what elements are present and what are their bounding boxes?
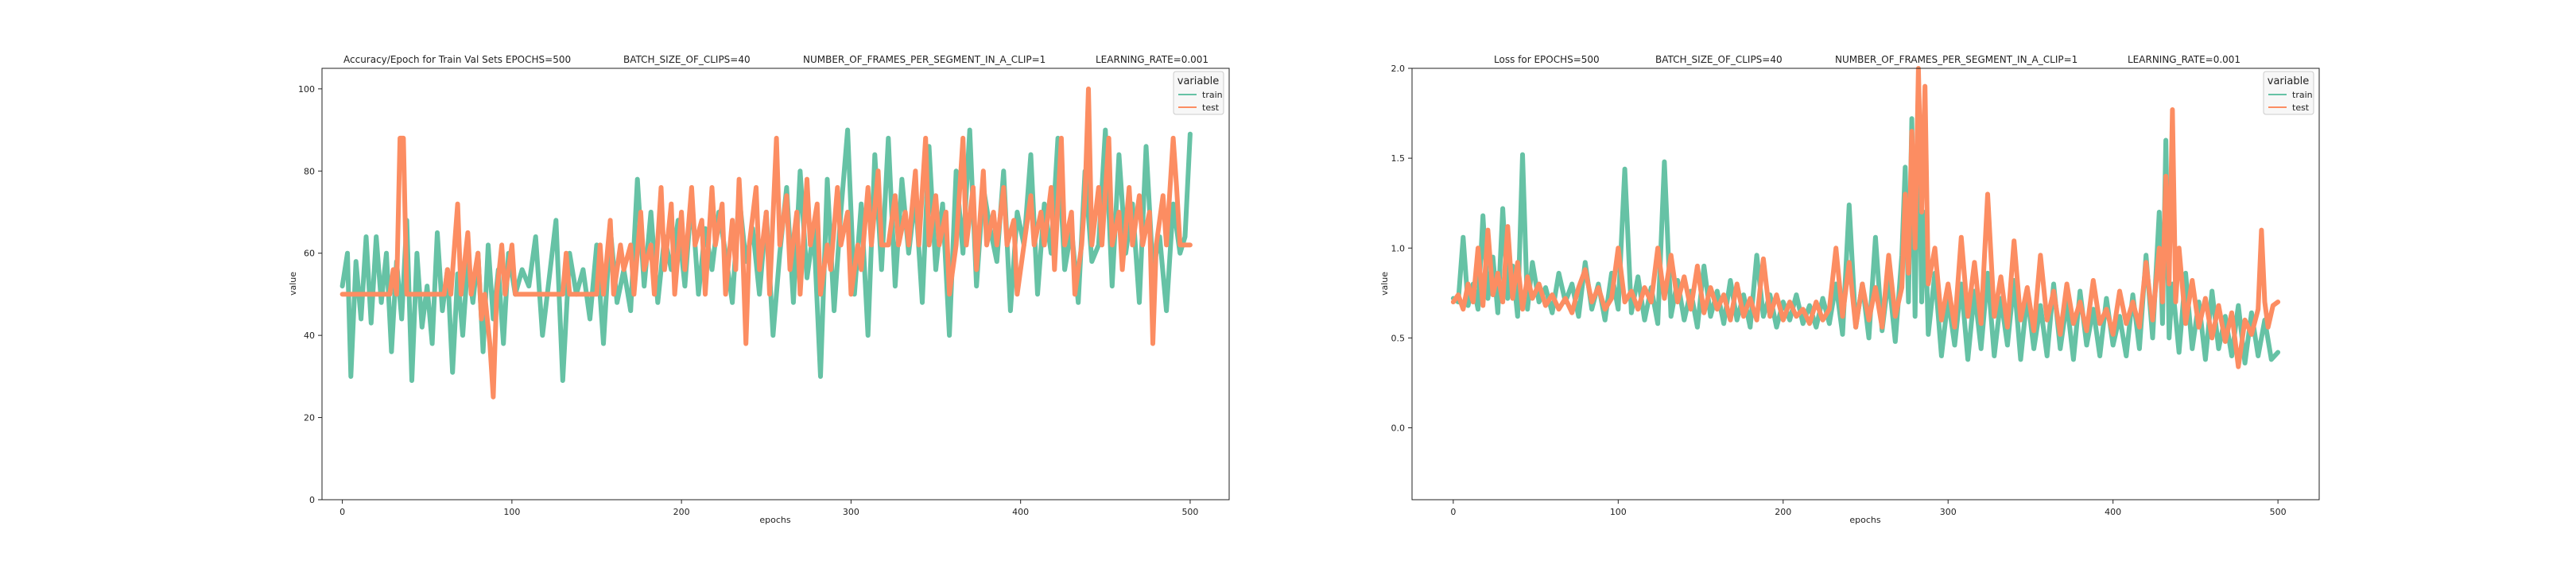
loss-y-tick-label: 2.0	[1391, 64, 1406, 74]
loss-legend-train-label: train	[2292, 90, 2313, 100]
accuracy-legend-train-label: train	[1202, 90, 1223, 100]
accuracy-legend-test-label: test	[1202, 102, 1220, 113]
loss-title-batch: BATCH_SIZE_OF_CLIPS=40	[1655, 54, 1783, 65]
loss-x-ticks: 0 100 200 300 400 500	[1450, 500, 2287, 517]
loss-title-main: Loss for EPOCHS=500	[1494, 54, 1600, 65]
loss-legend-box	[2263, 71, 2314, 115]
loss-series-test-line	[1450, 66, 2281, 369]
accuracy-y-tick-label: 60	[304, 249, 315, 259]
loss-legend-title: variable	[2268, 75, 2309, 87]
accuracy-legend: variable train test	[1173, 71, 1224, 115]
loss-x-tick-label: 400	[2105, 507, 2121, 517]
loss-plot-frame	[1411, 68, 2320, 500]
loss-y-tick-label: 1.0	[1391, 243, 1406, 253]
accuracy-x-axis-label: epochs	[759, 515, 790, 525]
loss-title-frames: NUMBER_OF_FRAMES_PER_SEGMENT_IN_A_CLIP=1	[1835, 54, 2077, 65]
accuracy-chart: 0 100 200 300 400 500 0 20 40 60 80 100 Accuracy/E…	[288, 54, 1230, 525]
accuracy-y-tick-label: 100	[298, 84, 315, 95]
accuracy-y-axis-label: value	[288, 272, 298, 296]
loss-y-tick-label: 1.5	[1391, 153, 1406, 164]
accuracy-y-tick-label: 40	[304, 330, 315, 341]
accuracy-legend-box	[1173, 71, 1224, 115]
loss-legend: variable train test	[2263, 71, 2314, 115]
accuracy-x-tick-label: 100	[503, 507, 520, 517]
loss-title-lr: LEARNING_RATE=0.001	[2128, 54, 2240, 65]
accuracy-series-lines	[339, 86, 1193, 400]
loss-legend-test-label: test	[2292, 102, 2310, 113]
accuracy-y-tick-label: 80	[304, 166, 315, 176]
accuracy-x-tick-label: 300	[843, 507, 859, 517]
accuracy-title-batch: BATCH_SIZE_OF_CLIPS=40	[623, 54, 751, 65]
loss-x-tick-label: 100	[1610, 507, 1627, 517]
accuracy-y-tick-label: 20	[304, 413, 315, 423]
loss-x-axis-label: epochs	[1849, 515, 1880, 525]
accuracy-x-tick-label: 400	[1012, 507, 1029, 517]
loss-x-tick-label: 200	[1775, 507, 1791, 517]
loss-x-tick-label: 0	[1450, 507, 1456, 517]
loss-chart: 0 100 200 300 400 500 0.0 0.5 1.0 1.5 2.0 Loss fo…	[1379, 54, 2320, 525]
loss-series-lines	[1450, 66, 2281, 369]
loss-y-tick-label: 0.5	[1391, 333, 1406, 343]
accuracy-title-frames: NUMBER_OF_FRAMES_PER_SEGMENT_IN_A_CLIP=1	[803, 54, 1046, 65]
accuracy-plot-frame	[321, 68, 1230, 500]
accuracy-title-lr: LEARNING_RATE=0.001	[1096, 54, 1208, 65]
accuracy-x-ticks: 0 100 200 300 400 500	[339, 500, 1198, 517]
loss-x-tick-label: 500	[2270, 507, 2287, 517]
accuracy-series-test-line	[339, 86, 1193, 400]
accuracy-y-ticks: 0 20 40 60 80 100	[298, 84, 322, 505]
loss-y-ticks: 0.0 0.5 1.0 1.5 2.0	[1391, 64, 1412, 434]
accuracy-x-tick-label: 0	[339, 507, 345, 517]
loss-y-axis-label: value	[1379, 272, 1390, 296]
loss-y-tick-label: 0.0	[1391, 423, 1406, 434]
accuracy-x-tick-label: 500	[1181, 507, 1198, 517]
accuracy-title-main: Accuracy/Epoch for Train Val Sets EPOCHS…	[343, 54, 571, 65]
accuracy-x-tick-label: 200	[673, 507, 690, 517]
accuracy-legend-title: variable	[1177, 75, 1219, 87]
loss-x-tick-label: 300	[1940, 507, 1957, 517]
accuracy-y-tick-label: 0	[309, 495, 315, 505]
